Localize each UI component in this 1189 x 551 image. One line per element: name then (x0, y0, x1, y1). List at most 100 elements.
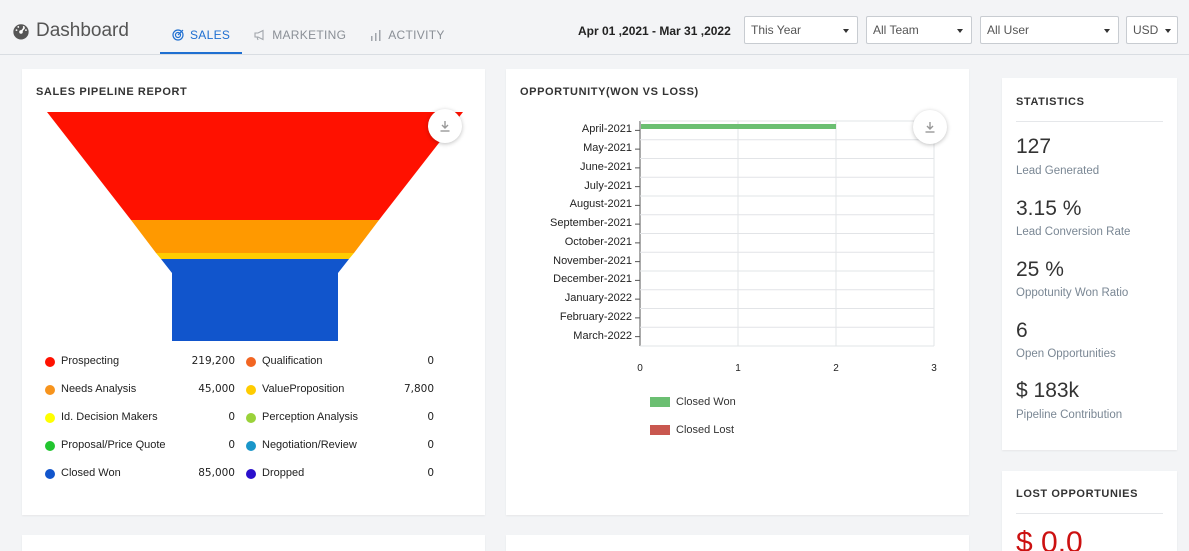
legend-label: Closed Lost (676, 424, 735, 436)
dashboard-brand: Dashboard (12, 20, 129, 42)
legend-swatch (650, 425, 670, 435)
stat-pipeline-value: $ 183k (1016, 379, 1080, 402)
megaphone-icon (254, 29, 264, 41)
legend-closed-lost[interactable]: Closed Lost (650, 424, 734, 436)
tab-marketing[interactable]: MARKETING (242, 18, 358, 54)
y-tick-label: February-2022 (559, 310, 632, 323)
user-select-value: All User (987, 23, 1030, 37)
stat-pipeline-label: Pipeline Contribution (1016, 409, 1123, 421)
currency-select[interactable]: USD (1126, 16, 1178, 44)
chevron-down-icon (1165, 29, 1171, 33)
lower-card-left (22, 535, 485, 551)
tab-activity-label: ACTIVITY (388, 28, 445, 42)
stat-won-ratio-value: 25 % (1016, 258, 1064, 281)
legend-dot (45, 469, 55, 479)
tab-sales[interactable]: SALES (160, 18, 243, 54)
legend-item-decision-makers[interactable]: Id. Decision Makers 0 (45, 411, 235, 425)
y-tick-label: March-2022 (573, 329, 632, 342)
download-icon (440, 121, 450, 132)
stat-open-opps-value: 6 (1016, 319, 1028, 342)
y-tick-label: September-2021 (550, 217, 632, 230)
lower-card-middle (506, 535, 969, 551)
dashboard-gauge-icon (13, 24, 29, 40)
funnel-segment-prospecting (47, 112, 463, 220)
download-icon (925, 122, 935, 133)
opportunity-download-button[interactable] (913, 110, 947, 144)
y-tick-label: August-2021 (569, 198, 632, 211)
opportunity-bar-chart (635, 120, 935, 347)
legend-dot (246, 469, 256, 479)
legend-dot (45, 413, 55, 423)
opportunity-card: OPPORTUNITY(WON VS LOSS) April-2021 May-2… (506, 69, 969, 515)
y-tick-label: December-2021 (553, 273, 632, 286)
y-tick-label: June-2021 (580, 160, 632, 173)
sales-pipeline-title: SALES PIPELINE REPORT (36, 86, 188, 98)
sales-pipeline-card: SALES PIPELINE REPORT Prospecting 219,20… (22, 69, 485, 515)
legend-dot (45, 441, 55, 451)
currency-select-value: USD (1133, 23, 1159, 37)
tab-activity[interactable]: ACTIVITY (358, 18, 456, 54)
lost-opportunities-title: LOST OPPORTUNIES (1016, 488, 1139, 500)
top-header: Dashboard SALES MARKETING ACTIVITY (0, 0, 1189, 55)
lost-opportunities-card: LOST OPPORTUNIES $ 0.0 (1002, 471, 1177, 551)
y-tick-label: April-2021 (581, 123, 632, 136)
legend-item-needs-analysis[interactable]: Needs Analysis 45,000 (45, 383, 235, 397)
chevron-down-icon (1104, 29, 1110, 33)
page-title: Dashboard (36, 20, 129, 41)
x-tick-label: 2 (833, 363, 839, 374)
y-tick-label: May-2021 (583, 142, 632, 155)
legend-dot (246, 413, 256, 423)
stat-conversion-label: Lead Conversion Rate (1016, 226, 1131, 238)
legend-dot (45, 357, 55, 367)
y-tick-label: January-2022 (564, 292, 632, 305)
user-select[interactable]: All User (980, 16, 1119, 44)
tab-marketing-label: MARKETING (272, 28, 347, 42)
dashboard-tabs: SALES MARKETING ACTIVITY (160, 18, 457, 54)
team-select-value: All Team (873, 23, 919, 37)
legend-item-closed-won[interactable]: Closed Won 85,000 (45, 467, 235, 481)
legend-closed-won[interactable]: Closed Won (650, 396, 736, 408)
funnel-segment-closed-won (161, 259, 349, 341)
stat-lead-generated-label: Lead Generated (1016, 165, 1100, 177)
legend-dot (45, 385, 55, 395)
period-select[interactable]: This Year (744, 16, 858, 44)
bar-chart-icon (371, 30, 381, 41)
tab-sales-label: SALES (190, 28, 231, 42)
divider (1016, 121, 1163, 122)
bar-closed-won-april-2021 (641, 124, 836, 129)
date-range[interactable]: Apr 01 ,2021 - Mar 31 ,2022 (578, 24, 731, 38)
legend-swatch (650, 397, 670, 407)
chevron-down-icon (843, 29, 849, 33)
x-tick-label: 3 (931, 363, 937, 374)
legend-item-dropped[interactable]: Dropped 0 (246, 467, 434, 481)
legend-item-qualification[interactable]: Qualification 0 (246, 355, 434, 369)
funnel-segment-value-proposition (156, 253, 354, 259)
legend-label: Closed Won (676, 396, 736, 408)
team-select[interactable]: All Team (866, 16, 972, 44)
funnel-chart (47, 112, 463, 341)
legend-dot (246, 357, 256, 367)
legend-item-perception-analysis[interactable]: Perception Analysis 0 (246, 411, 434, 425)
pipeline-download-button[interactable] (428, 109, 462, 143)
statistics-title: STATISTICS (1016, 96, 1085, 108)
stat-lead-generated-value: 127 (1016, 135, 1052, 158)
target-icon (172, 29, 184, 41)
legend-item-prospecting[interactable]: Prospecting 219,200 (45, 355, 235, 369)
funnel-segment-needs-analysis (131, 220, 379, 253)
stat-conversion-value: 3.15 % (1016, 197, 1082, 220)
stat-open-opps-label: Open Opportunities (1016, 348, 1116, 360)
y-tick-label: July-2021 (584, 179, 632, 192)
divider (1016, 513, 1163, 514)
y-tick-label: October-2021 (564, 235, 632, 248)
y-tick-label: November-2021 (553, 254, 632, 267)
opportunity-title: OPPORTUNITY(WON VS LOSS) (520, 86, 699, 98)
period-select-value: This Year (751, 23, 802, 37)
legend-dot (246, 385, 256, 395)
x-tick-label: 0 (637, 363, 643, 374)
statistics-card: STATISTICS 127 Lead Generated 3.15 % Lea… (1002, 78, 1177, 450)
x-tick-label: 1 (735, 363, 741, 374)
legend-item-negotiation[interactable]: Negotiation/Review 0 (246, 439, 434, 453)
chevron-down-icon (957, 29, 963, 33)
legend-item-proposal[interactable]: Proposal/Price Quote 0 (45, 439, 235, 453)
legend-item-value-proposition[interactable]: ValueProposition 7,800 (246, 383, 434, 397)
